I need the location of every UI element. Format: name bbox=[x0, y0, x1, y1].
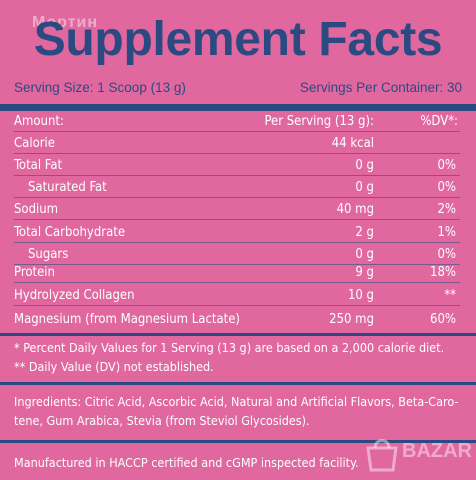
nutrient-dv: 18% bbox=[430, 265, 456, 280]
nutrient-dv: 0% bbox=[437, 247, 456, 262]
nutrient-name: Total Carbohydrate bbox=[14, 225, 126, 240]
watermark-text: BAZAR bbox=[402, 440, 472, 462]
table-header: Amount: Per Serving (13 g): %DV*: bbox=[14, 113, 460, 132]
table-row: Hydrolyzed Collagen 10 g ** bbox=[14, 287, 460, 306]
nutrient-name: Calorie bbox=[14, 136, 55, 151]
nutrient-amount: 10 g bbox=[347, 288, 374, 303]
nutrient-name: Protein bbox=[14, 265, 55, 280]
page-title: Supplement Facts bbox=[33, 13, 443, 66]
table-row: Magnesium (from Magnesium Lactate) 250 m… bbox=[14, 311, 460, 329]
manufactured-statement: Manufactured in HACCP certified and cGMP… bbox=[14, 455, 359, 470]
ingredients-line-2: tene, Gum Arabica, Stevia (from Steviol … bbox=[14, 413, 310, 428]
header-per-serving: Per Serving (13 g): bbox=[264, 114, 374, 129]
nutrient-amount: 2 g bbox=[355, 225, 374, 240]
nutrient-name: Total Fat bbox=[14, 158, 63, 173]
nutrient-dv: 0% bbox=[437, 158, 456, 173]
nutrient-amount: 0 g bbox=[355, 247, 374, 262]
nutrient-dv: 2% bbox=[437, 202, 456, 217]
footnote-dv: * Percent Daily Values for 1 Serving (13… bbox=[14, 340, 445, 355]
divider bbox=[0, 440, 476, 443]
nutrient-name: Sodium bbox=[14, 202, 59, 217]
table-row: Sodium 40 mg 2% bbox=[14, 201, 460, 220]
nutrient-dv: ** bbox=[444, 288, 456, 303]
ingredients-line-1: Ingredients: Citric Acid, Ascorbic Acid,… bbox=[14, 394, 459, 409]
header-amount-label: Amount: bbox=[14, 114, 64, 129]
divider bbox=[0, 333, 476, 336]
serving-line: Serving Size: 1 Scoop (13 g) Servings Pe… bbox=[14, 80, 462, 100]
nutrient-name: Hydrolyzed Collagen bbox=[14, 288, 135, 303]
table-row: Protein 9 g 18% bbox=[14, 264, 460, 283]
header-dv: %DV*: bbox=[420, 114, 458, 129]
nutrient-dv: 1% bbox=[437, 225, 456, 240]
nutrient-amount: 0 g bbox=[355, 180, 374, 195]
footnote-not-established: ** Daily Value (DV) not established. bbox=[14, 359, 214, 374]
thick-divider bbox=[0, 104, 476, 111]
serving-size: Serving Size: 1 Scoop (13 g) bbox=[14, 80, 186, 95]
nutrient-amount: 250 mg bbox=[329, 312, 374, 327]
nutrient-dv: 60% bbox=[430, 312, 456, 327]
shopping-bag-icon bbox=[366, 439, 398, 472]
nutrient-amount: 0 g bbox=[355, 158, 374, 173]
nutrient-amount: 40 mg bbox=[336, 202, 374, 217]
servings-per-container: Servings Per Container: 30 bbox=[299, 80, 462, 95]
table-row: Saturated Fat 0 g 0% bbox=[14, 179, 460, 198]
nutrient-name: Magnesium (from Magnesium Lactate) bbox=[14, 312, 240, 327]
nutrient-dv: 0% bbox=[437, 180, 456, 195]
nutrient-amount: 44 kcal bbox=[331, 136, 374, 151]
table-row: Total Fat 0 g 0% bbox=[14, 157, 460, 176]
watermark-top: Мортин bbox=[32, 14, 98, 31]
watermark-logo: BAZAR bbox=[362, 434, 472, 472]
nutrient-name: Sugars bbox=[28, 247, 69, 262]
table-row: Total Carbohydrate 2 g 1% bbox=[14, 224, 460, 243]
divider bbox=[0, 382, 476, 385]
nutrient-amount: 9 g bbox=[355, 265, 374, 280]
table-row: Sugars 0 g 0% bbox=[14, 246, 460, 265]
nutrient-name: Saturated Fat bbox=[28, 180, 107, 195]
table-row: Calorie 44 kcal bbox=[14, 135, 460, 154]
